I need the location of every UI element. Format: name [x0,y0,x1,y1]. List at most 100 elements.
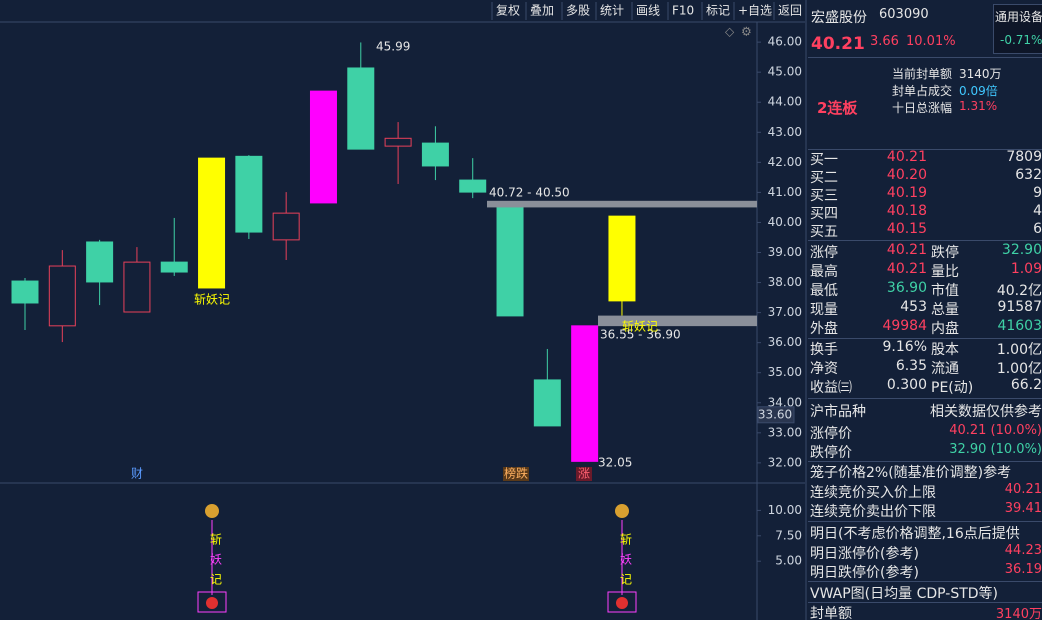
zone [487,200,757,208]
event-mark: 涨 [578,466,590,481]
text: 涨停价 [810,426,852,442]
y-tick-label: 42.00 [768,155,802,169]
separator [808,149,1042,150]
text: 明日跌停价(参考) [810,565,919,581]
separator [808,521,1042,522]
chart: 复权 叠加 多股 统计 画线 F10 标记 +自选 返回 ◇ ⚙ 46.00 45.00 44.00 43.… [0,0,807,620]
text: 39.41 [1004,501,1042,516]
candle-body [48,265,76,327]
y-tick-label: 10.00 [768,503,802,517]
sector: 通用设备 [995,10,1042,24]
low-label: 32.05 [598,456,632,470]
text: 453 [900,299,927,315]
text: 4 [1033,203,1042,219]
toolbar-button[interactable]: 统计 [600,4,624,18]
text: 66.2 [1010,377,1042,393]
zone-label: 36.55 - 36.90 [600,328,681,342]
event-box [503,467,529,481]
quote-panel: 宏盛股份 603090 40.21 3.66 10.01% 通用设备 -0.71% 当前封单额… [808,0,1042,620]
separator [808,581,1042,582]
candle-body [11,280,39,304]
text: 44.23 [1004,543,1042,558]
toolbar-button[interactable]: 标记 [706,4,730,18]
text: 49984 [882,318,927,334]
sector-pct: -0.71% [1000,33,1042,47]
separator [808,602,1042,603]
y-tick-label: 34.00 [768,395,802,409]
separator [808,461,1042,462]
high-label: 45.99 [376,40,410,54]
text: 9.16% [882,339,927,355]
y-tick-label: 7.50 [775,528,802,542]
zone [598,315,757,327]
y-tick-label: 45.00 [768,65,802,79]
text: 40.21 (10.0%) [949,423,1042,438]
event-box [576,467,592,481]
change: 3.66 [870,34,899,49]
text: 明日(不考虑价格调整,16点后提供 [810,526,1020,542]
text: 收益㈢ [810,380,852,396]
price: 40.21 [811,34,865,54]
signal-icon [616,597,628,609]
candle-body [533,379,561,427]
y-tick-label: 40.00 [768,215,802,229]
y-tick-label: 37.00 [768,305,802,319]
text: 市值 [931,283,959,299]
text: 7809 [1006,149,1042,165]
text: 股本 [931,342,959,358]
pct: 10.01% [906,34,956,49]
text: 632 [1015,167,1042,183]
y-tick-label: 5.00 [775,554,802,568]
text: 买二 [810,170,838,186]
y-tick-label: 44.00 [768,95,802,109]
separator [808,338,1042,339]
sector-box[interactable] [993,4,1042,54]
candle-body [198,157,226,289]
signal-box [607,591,637,613]
text: 1.09 [1010,261,1042,277]
text: 换手 [810,342,838,358]
text: 相关数据仅供参考 [930,404,1042,420]
text: 40.20 [886,167,927,183]
candle-body [384,137,412,147]
candle-body [309,90,337,204]
toolbar-button[interactable]: 多股 [566,4,590,18]
text: 现量 [810,302,838,318]
toolbar-button[interactable]: 返回 [778,4,802,18]
text: 36.19 [1004,562,1042,577]
y-tick-label: 38.00 [768,275,802,289]
toolbar-button[interactable]: F10 [672,4,694,18]
toolbar-button[interactable]: +自选 [738,4,772,18]
text: 流通 [931,361,959,377]
y-tick-label: 41.00 [768,185,802,199]
text: 1.00亿 [996,342,1042,358]
text: 6 [1033,221,1042,237]
y-tick-label: 33.00 [768,425,802,439]
zone-label: 40.72 - 40.50 [489,185,570,199]
signal-char: 妖 [620,553,632,567]
streak: 2连板 [817,99,858,117]
text: 总量 [931,302,959,318]
text: 6.35 [895,358,927,374]
toolbar-button[interactable]: 叠加 [530,4,554,18]
text: 41603 [997,318,1042,334]
candle-body [123,261,151,313]
cursor-box [757,406,795,424]
text: 0.300 [886,377,927,393]
candle-body [160,261,188,273]
toolbar-button[interactable]: 复权 [496,4,520,18]
candle-body [571,325,599,462]
text: 最低 [810,283,838,299]
text: 1.31% [959,99,998,113]
text: 40.2亿 [996,283,1042,299]
signal-icon [205,504,219,518]
text: 36.90 [886,280,927,296]
toolbar-button[interactable]: 画线 [636,4,660,18]
signal-box [197,591,227,613]
text: PE(动) [931,380,974,396]
text: 32.90 [1001,242,1042,258]
event-mark: 榜跌 [504,466,528,481]
candle-body [347,67,375,150]
text: 净资 [810,361,838,377]
y-tick-label: 43.00 [768,125,802,139]
